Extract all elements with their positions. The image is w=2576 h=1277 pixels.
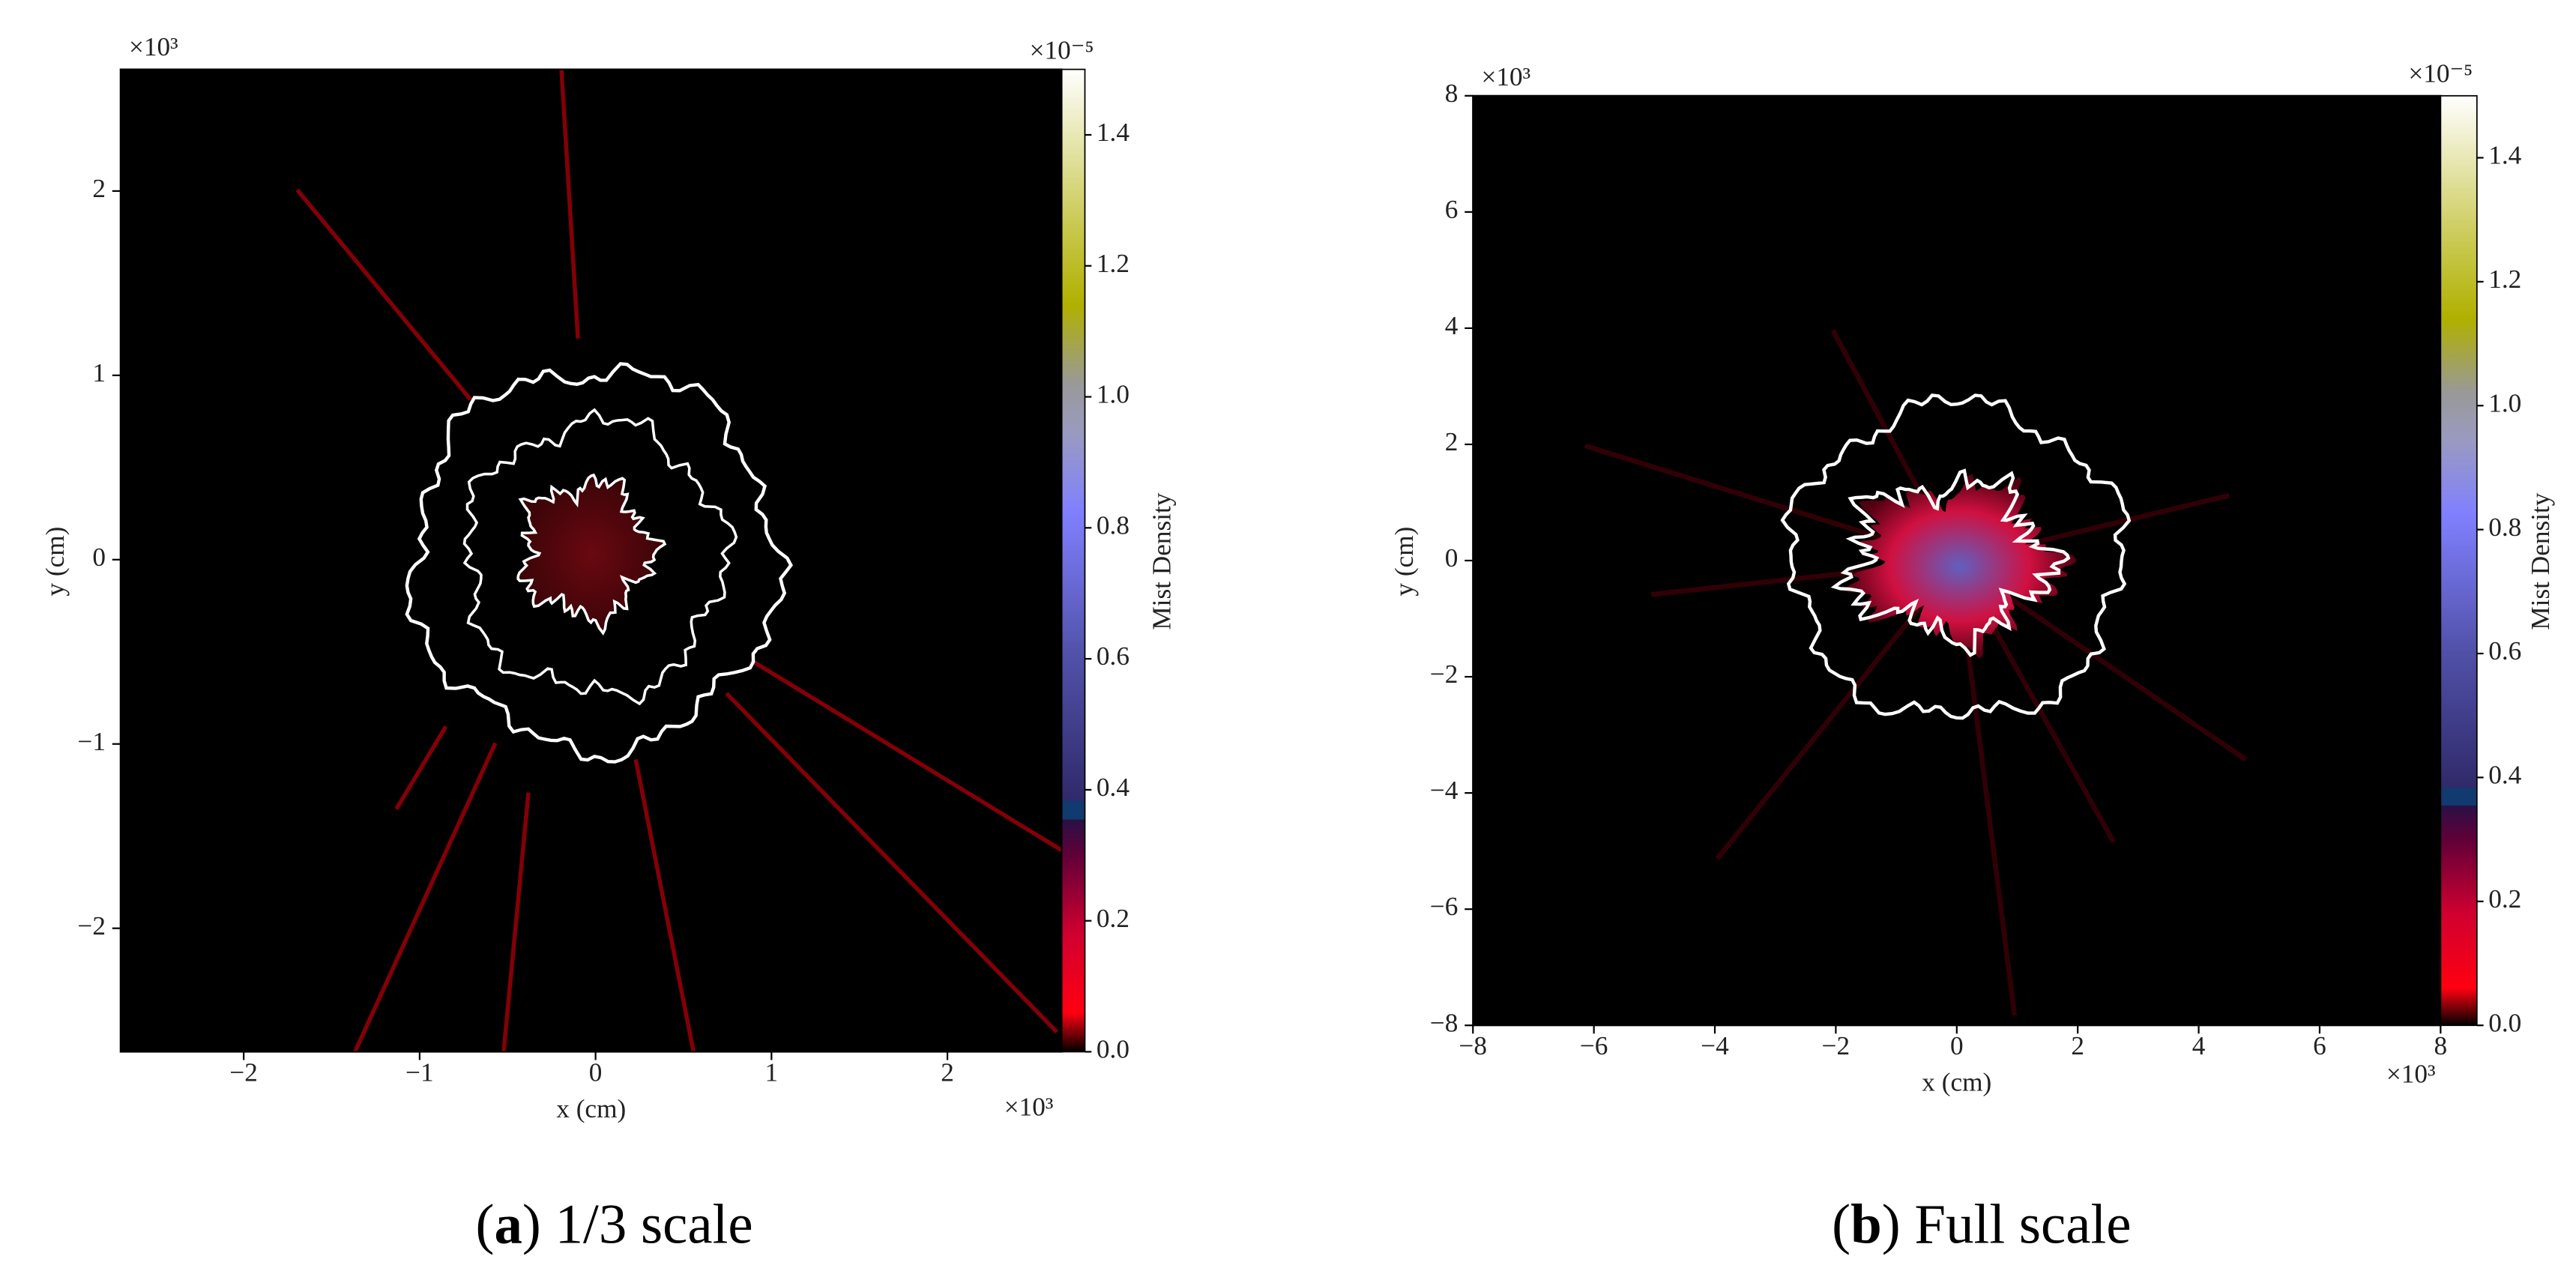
streak: [295, 188, 473, 401]
x-axis-label: x (cm): [556, 1094, 626, 1123]
y-tick-label: 0: [92, 543, 106, 572]
x-tick-label: −6: [1580, 1031, 1608, 1060]
core-region: [518, 474, 666, 633]
caption: (b) Full scale: [1832, 1194, 2131, 1256]
x-axis-label: x (cm): [1922, 1068, 1991, 1097]
x-tick-label: 6: [2313, 1031, 2326, 1060]
colorbar-tick-label: 0.0: [2488, 1008, 2521, 1037]
caption-part: ): [522, 1194, 541, 1256]
colorbar-tick-label: 1.0: [1097, 380, 1129, 409]
streak: [394, 725, 448, 811]
caption-part: (: [475, 1194, 494, 1256]
x-tick-label: 0: [1950, 1031, 1964, 1060]
colorbar-tick-label: 0.6: [2488, 636, 2521, 665]
y-tick-label: 4: [1445, 311, 1459, 340]
contour: [1830, 468, 2071, 657]
colorbar-tick-label: 0.4: [1097, 773, 1129, 802]
y-tick-label: −2: [77, 911, 106, 941]
x-tick-label: 2: [941, 1057, 954, 1087]
colorbar-tick-label: 1.0: [2488, 388, 2521, 417]
y-multiplier: ×10³: [1481, 62, 1530, 91]
x-tick-label: −2: [229, 1057, 258, 1087]
panel: −8 −6 −4 −2 0 2 4 6 8 −8 −6 −4 −2 0 2 4 6 8 0.0 0.2 0.4 0.6 0.…: [1390, 58, 2555, 1255]
colorbar: [1061, 68, 1086, 1053]
y-tick-label: 6: [1445, 195, 1459, 224]
colorbar-tick-label: 0.6: [1097, 641, 1129, 671]
y-tick-label: −2: [1430, 659, 1459, 689]
streak: [725, 692, 1059, 1033]
caption-part: ): [1882, 1194, 1901, 1256]
x-tick-label: 8: [2434, 1031, 2448, 1060]
x-tick-label: −8: [1459, 1031, 1488, 1060]
contour: [462, 408, 738, 706]
contour: [516, 473, 667, 636]
caption-part: (: [1832, 1194, 1850, 1256]
streak: [559, 69, 580, 339]
contour: [405, 362, 793, 764]
x-tick-label: −1: [405, 1057, 434, 1087]
x-tick-label: 1: [765, 1057, 779, 1087]
colorbar-tick-label: 0.2: [1097, 904, 1129, 933]
y-tick-label: −6: [1430, 892, 1459, 921]
caption-part: a: [494, 1194, 522, 1256]
x-tick-label: −4: [1701, 1031, 1729, 1060]
caption-part: Full scale: [1901, 1194, 2132, 1256]
colorbar-tick-label: 0.8: [2488, 513, 2521, 542]
y-tick-label: 2: [92, 174, 106, 203]
panel: −2 −1 0 1 2 −2 −1 0 1 2 0.0 0.2 0.4 0.6 0.8 1.0 1.2 1.4 x …: [40, 32, 1176, 1255]
colorbar-tick-label: 0.2: [2488, 884, 2521, 914]
y-tick-label: 0: [1445, 543, 1459, 573]
caption: (a) 1/3 scale: [475, 1194, 752, 1256]
colorbar-tick-label: 1.2: [1097, 249, 1129, 278]
x-tick-label: −2: [1822, 1031, 1850, 1060]
y-axis-label: y (cm): [40, 527, 70, 597]
x-tick-label: 2: [2071, 1031, 2084, 1060]
x-tick-label: 0: [589, 1057, 603, 1087]
y-multiplier: ×10³: [129, 32, 178, 61]
y-axis-label: y (cm): [1390, 527, 1419, 597]
colorbar-tick-label: 1.4: [1097, 118, 1129, 147]
colorbar-tick-label: 0.0: [1097, 1035, 1129, 1064]
colorbar-tick-label: 0.8: [1097, 510, 1129, 540]
y-tick-label: 2: [1445, 427, 1459, 456]
colorbar-label: Mist Density: [2526, 492, 2555, 630]
streak: [1715, 560, 1959, 860]
contour: [1780, 393, 2132, 720]
y-tick-label: −1: [77, 727, 106, 756]
y-tick-label: −4: [1430, 776, 1459, 805]
colorbar-multiplier: ×10⁻⁵: [1030, 36, 1094, 65]
colorbar-label: Mist Density: [1147, 492, 1176, 630]
streak: [353, 742, 498, 1053]
y-tick-label: 8: [1445, 79, 1459, 108]
streak: [633, 758, 696, 1052]
colorbar-multiplier: ×10⁻⁵: [2408, 58, 2473, 88]
caption-part: 1/3 scale: [541, 1194, 753, 1256]
x-multiplier: ×10³: [2386, 1060, 2436, 1089]
core-region: [1842, 474, 2077, 659]
colorbar-tick-label: 0.4: [2488, 761, 2521, 790]
x-multiplier: ×10³: [1004, 1093, 1054, 1122]
colorbar: [2440, 94, 2478, 1027]
streak: [750, 658, 1064, 853]
colorbar-tick-label: 1.4: [2488, 141, 2521, 170]
y-tick-label: −8: [1430, 1008, 1459, 1037]
y-tick-label: 1: [92, 358, 106, 387]
caption-part: b: [1850, 1194, 1882, 1256]
x-tick-label: 4: [2192, 1031, 2206, 1060]
streak: [501, 792, 531, 1052]
colorbar-tick-label: 1.2: [2488, 265, 2521, 294]
